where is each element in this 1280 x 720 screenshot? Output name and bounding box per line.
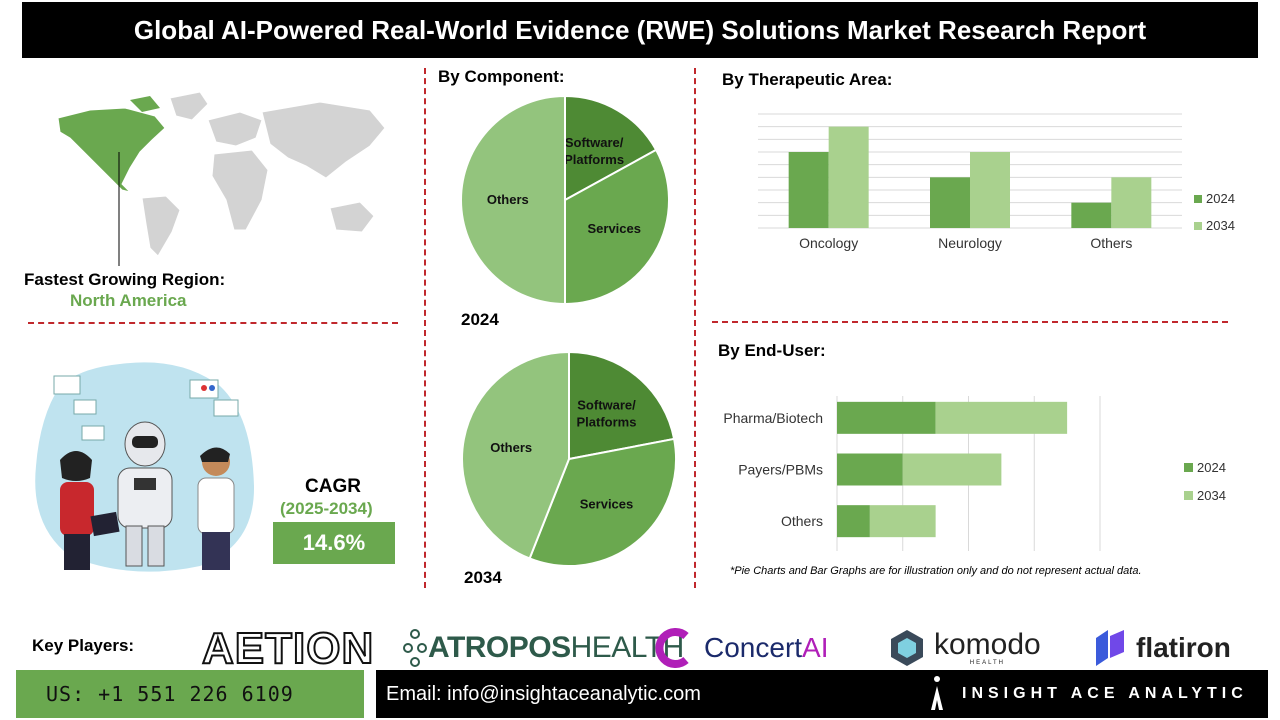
brand-logo-icon bbox=[931, 676, 943, 710]
divider-charts bbox=[712, 321, 1228, 323]
legend-swatch bbox=[1194, 195, 1202, 203]
report-title: Global AI-Powered Real-World Evidence (R… bbox=[22, 2, 1258, 58]
logo-aetion: AETION bbox=[201, 623, 375, 674]
cagr-value: 14.6% bbox=[273, 522, 395, 564]
email-address: Email: info@insightaceanalytic.com bbox=[376, 670, 904, 718]
cagr-label: CAGR bbox=[305, 476, 361, 497]
pie-slice-label: Others bbox=[487, 192, 529, 207]
flatiron-icon bbox=[1096, 630, 1124, 666]
therapeutic-bar-chart: Oncology Neurology Others 2024 2034 bbox=[758, 113, 1235, 251]
bar bbox=[902, 453, 1002, 486]
therapeutic-heading: By Therapeutic Area: bbox=[722, 70, 893, 89]
logo-atropos: ATROPOS HEALTH bbox=[402, 626, 684, 670]
atropos-icon bbox=[403, 629, 427, 667]
cagr-period: (2025-2034) bbox=[280, 499, 373, 518]
bar bbox=[1071, 202, 1112, 228]
komodo-icon bbox=[891, 630, 923, 666]
legend-swatch bbox=[1184, 491, 1193, 500]
concertai-icon bbox=[655, 628, 689, 668]
flatiron-name: flatiron bbox=[1136, 632, 1231, 663]
legend-label: 2034 bbox=[1206, 218, 1235, 233]
enduser-bar-chart: Pharma/Biotech Payers/PBMs Others 2024 2034 bbox=[723, 396, 1226, 551]
bar bbox=[930, 177, 970, 228]
component-heading: By Component: bbox=[438, 67, 565, 86]
komodo-name: komodo bbox=[934, 628, 1041, 661]
bar bbox=[828, 126, 869, 228]
bar bbox=[837, 453, 903, 486]
legend-label: 2034 bbox=[1197, 488, 1226, 503]
ai-illustration bbox=[35, 362, 255, 572]
pie-slice-label: Services bbox=[587, 221, 641, 236]
x-tick-label: Oncology bbox=[799, 235, 858, 251]
disclaimer: *Pie Charts and Bar Graphs are for illus… bbox=[730, 565, 1142, 577]
pie-year-2024: 2024 bbox=[461, 310, 499, 329]
pie-slice bbox=[528, 437, 677, 567]
bar bbox=[935, 401, 1068, 434]
x-tick-label: Others bbox=[1090, 235, 1132, 251]
logo-flatiron: flatiron bbox=[1092, 626, 1231, 670]
divider-region bbox=[28, 322, 398, 324]
divider-left bbox=[424, 68, 426, 588]
pie-chart-2034: Software/Platforms Services Others bbox=[461, 350, 677, 567]
divider-right bbox=[694, 68, 696, 588]
komodo-sub: HEALTH bbox=[969, 660, 1005, 666]
y-tick-label: Others bbox=[781, 513, 823, 529]
bar bbox=[837, 505, 870, 538]
pie-slice-label: Others bbox=[490, 440, 532, 455]
legend-label: 2024 bbox=[1197, 460, 1226, 475]
x-tick-label: Neurology bbox=[938, 235, 1002, 251]
pie-slice bbox=[564, 94, 658, 202]
bar bbox=[788, 152, 829, 228]
logo-concertai: Concert AI bbox=[654, 628, 829, 668]
fastest-region-label: Fastest Growing Region: bbox=[24, 270, 226, 289]
pie-year-2034: 2034 bbox=[464, 568, 502, 587]
bar bbox=[837, 401, 936, 434]
phone-number: US: +1 551 226 6109 bbox=[16, 670, 364, 718]
fastest-region-value: North America bbox=[70, 291, 187, 310]
pie-slice-label: Software/Platforms bbox=[577, 398, 637, 430]
north-america-shape bbox=[57, 107, 166, 193]
y-tick-label: Payers/PBMs bbox=[738, 462, 823, 478]
concertai-name: Concert bbox=[704, 632, 803, 663]
brand-text: INSIGHT ACE ANALYTIC bbox=[962, 685, 1248, 702]
y-tick-label: Pharma/Biotech bbox=[723, 410, 823, 426]
bar bbox=[869, 505, 936, 538]
key-players-label: Key Players: bbox=[32, 636, 135, 655]
enduser-heading: By End-User: bbox=[718, 341, 826, 360]
legend-swatch bbox=[1194, 222, 1202, 230]
concertai-ai: AI bbox=[802, 632, 829, 663]
world-map bbox=[57, 91, 386, 266]
brand-name: INSIGHT ACE ANALYTIC bbox=[904, 670, 1268, 718]
pie-slice bbox=[568, 350, 676, 461]
bar bbox=[1111, 177, 1152, 228]
legend-swatch bbox=[1184, 463, 1193, 472]
bar bbox=[970, 152, 1010, 228]
logo-komodo: komodo HEALTH bbox=[888, 626, 1041, 670]
pie-slice bbox=[460, 94, 566, 306]
pie-slice bbox=[461, 350, 570, 560]
pie-slice-label: Software/Platforms bbox=[564, 135, 624, 167]
atropos-name: ATROPOS bbox=[428, 631, 571, 664]
pie-slice bbox=[564, 148, 670, 306]
pie-slice-label: Services bbox=[580, 496, 634, 511]
legend-label: 2024 bbox=[1206, 191, 1235, 206]
pie-chart-2024: Software/Platforms Services Others bbox=[460, 94, 670, 306]
